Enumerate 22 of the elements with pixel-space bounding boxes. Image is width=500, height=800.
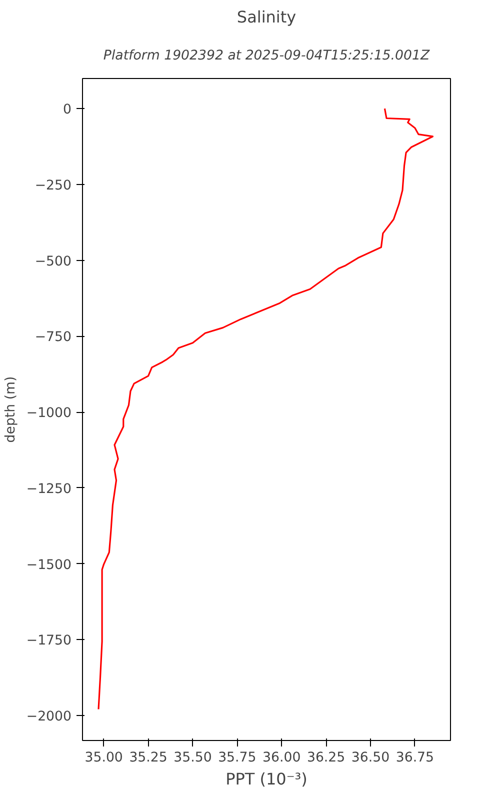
x-axis-title: PPT (10⁻³) bbox=[226, 770, 308, 788]
x-tick-label: 36.25 bbox=[306, 750, 346, 766]
line-series bbox=[98, 108, 434, 710]
y-tick-label: −1000 bbox=[26, 406, 72, 422]
y-tick-label: −750 bbox=[34, 330, 72, 346]
y-tick-label: −1750 bbox=[26, 634, 72, 649]
y-tick-label: −500 bbox=[34, 254, 72, 270]
y-tick-label: −1500 bbox=[26, 558, 72, 573]
y-tick-label: −250 bbox=[34, 178, 72, 194]
x-tick-label: 36.50 bbox=[351, 750, 390, 766]
x-tick-label: 35.00 bbox=[84, 750, 123, 766]
y-axis-title: depth (m) bbox=[3, 376, 18, 443]
chart-subtitle: Platform 1902392 at 2025-09-04T15:25:15.001Z bbox=[103, 48, 430, 64]
y-tick-label: 0 bbox=[63, 102, 72, 118]
y-tick-label: −1250 bbox=[26, 482, 72, 497]
y-tick-label: −2000 bbox=[26, 710, 72, 725]
x-tick-label: 36.00 bbox=[262, 750, 301, 766]
x-tick-label: 35.75 bbox=[218, 750, 256, 766]
x-tick-label: 35.50 bbox=[174, 750, 212, 766]
chart-title: Salinity bbox=[236, 8, 296, 26]
x-tick-label: 36.75 bbox=[396, 750, 434, 766]
x-tick-label: 35.25 bbox=[129, 750, 168, 766]
